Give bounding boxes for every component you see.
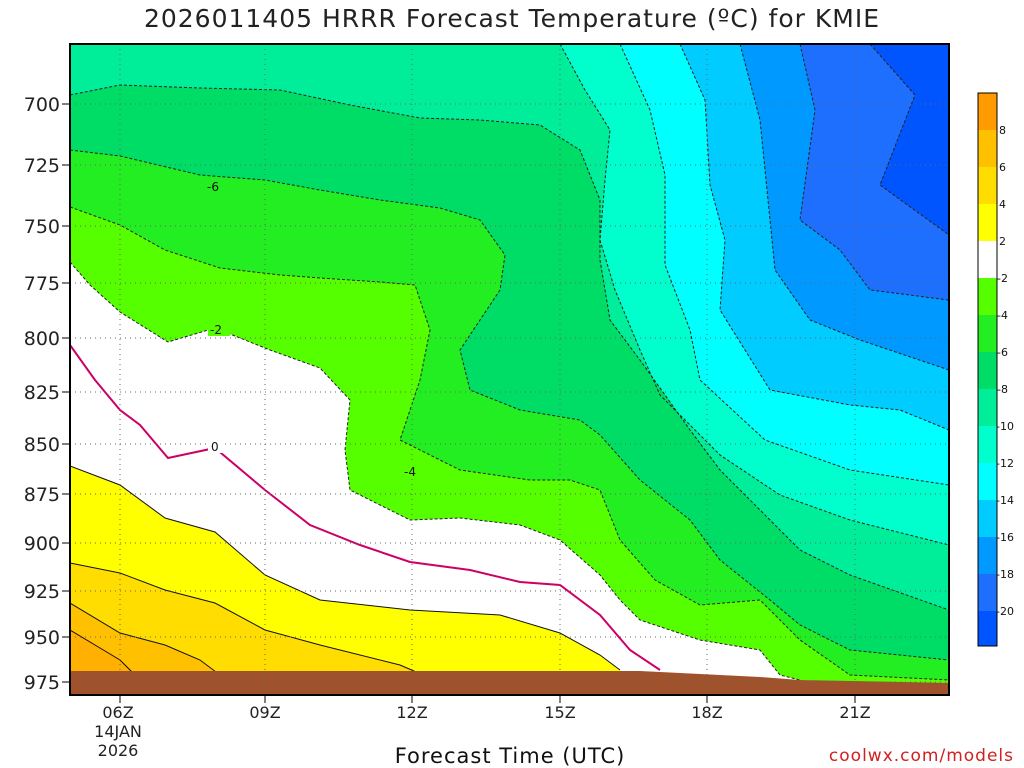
colorbar — [977, 92, 998, 647]
y-tick-label-825: 825 — [24, 382, 60, 404]
contour-6 — [70, 602, 221, 676]
colorbar-label-minus6: -6 — [997, 346, 1008, 359]
x-tick-label-06z: 06Z — [102, 703, 133, 722]
y-tick-label-925: 925 — [24, 581, 60, 603]
contour-label-zero: 0 — [211, 440, 219, 454]
contour-2 — [70, 465, 621, 671]
x-tick-label-15z: 15Z — [544, 703, 575, 722]
y-tick-label-950: 950 — [24, 627, 60, 649]
y-tick-label-850: 850 — [24, 434, 60, 456]
y-tick-label-800: 800 — [24, 328, 60, 350]
colorbar-label-minus2: -2 — [997, 272, 1008, 285]
colorbar-label-minus18: -18 — [996, 568, 1014, 581]
contour-minus10 — [559, 44, 949, 546]
colorbar-label-8: 8 — [999, 124, 1006, 137]
y-tick-label-775: 775 — [24, 273, 60, 295]
y-tick-label-975: 975 — [24, 672, 60, 694]
y-axis-ticks — [62, 103, 70, 683]
colorbar-label-minus14: -14 — [996, 494, 1014, 507]
colorbar-label-minus10: -10 — [996, 420, 1014, 433]
x-tick-label-18z: 18Z — [691, 703, 722, 722]
colorbar-label-minus12: -12 — [996, 457, 1014, 470]
contour-minus2 — [70, 261, 801, 681]
x-tick-label-21z: 21Z — [839, 703, 870, 722]
credit-link[interactable]: coolwx.com/models — [828, 746, 1014, 766]
contour-label-minus6: -6 — [207, 180, 219, 194]
x-axis-title: Forecast Time (UTC) — [394, 744, 626, 768]
ground-below-surface — [70, 671, 949, 695]
colorbar-label-minus8: -8 — [997, 383, 1008, 396]
y-tick-label-900: 900 — [24, 533, 60, 555]
contour-label-minus2: -2 — [210, 323, 222, 337]
x-tick-label-09z: 09Z — [249, 703, 280, 722]
contour-zero-line — [70, 344, 661, 671]
y-tick-label-875: 875 — [24, 484, 60, 506]
colorbar-label-minus16: -16 — [996, 531, 1014, 544]
contour-minus8 — [70, 84, 949, 611]
colorbar-label-6: 6 — [999, 161, 1006, 174]
contour-4 — [70, 562, 431, 679]
x-tick-label-12z: 12Z — [396, 703, 427, 722]
colorbar-label-minus20: -20 — [996, 605, 1014, 618]
x-axis-ticks — [119, 695, 856, 703]
contour-8 — [70, 629, 141, 681]
plot-frame — [69, 43, 950, 696]
colorbar-label-4: 4 — [999, 198, 1006, 211]
contour-minus18 — [799, 44, 949, 301]
contour-minus6 — [70, 149, 949, 661]
y-tick-label-750: 750 — [24, 216, 60, 238]
y-tick-label-700: 700 — [24, 94, 60, 116]
colorbar-label-minus4: -4 — [997, 309, 1008, 322]
chart-title: 2026011405 HRRR Forecast Temperature (ºC… — [143, 4, 881, 33]
grid-lines — [70, 44, 949, 695]
contour-minus4 — [70, 206, 949, 681]
contour-minus16 — [739, 44, 949, 371]
x-date-label-day: 14JAN — [94, 722, 142, 741]
contour-label-minus4: -4 — [404, 465, 416, 479]
y-tick-label-725: 725 — [24, 155, 60, 177]
plot-area: -6 -2 0 -4 — [70, 44, 949, 695]
contour-minus20 — [869, 44, 949, 236]
x-date-label-year: 2026 — [98, 741, 139, 760]
colorbar-label-2: 2 — [999, 235, 1006, 248]
contour-minus14 — [679, 44, 949, 431]
